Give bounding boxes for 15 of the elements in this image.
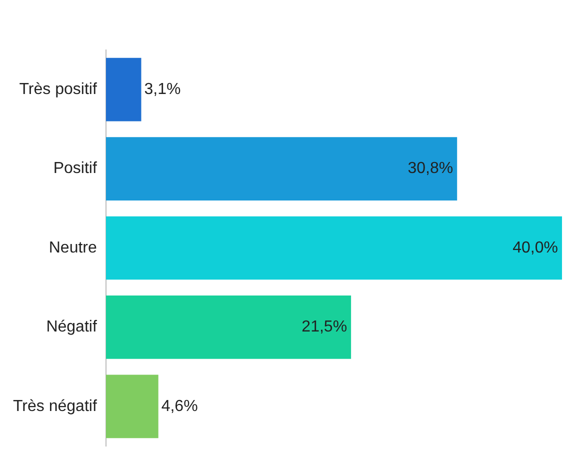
data-label: 4,6% [161, 398, 198, 415]
bar [106, 216, 562, 280]
y-tick-label: Positif [53, 160, 98, 178]
bar [106, 137, 458, 200]
data-label: 3,1% [144, 81, 181, 98]
data-label: 21,5% [302, 318, 348, 336]
bar [106, 296, 352, 359]
y-tick-label: Neutre [48, 239, 97, 256]
data-label: 30,8% [408, 160, 454, 178]
y-tick-label: Très positif [19, 81, 98, 98]
y-tick-label: Négatif [46, 318, 98, 336]
bar [106, 374, 158, 438]
y-tick-label: Très négatif [13, 398, 98, 415]
bar [106, 58, 142, 122]
data-label: 40,0% [512, 239, 558, 256]
